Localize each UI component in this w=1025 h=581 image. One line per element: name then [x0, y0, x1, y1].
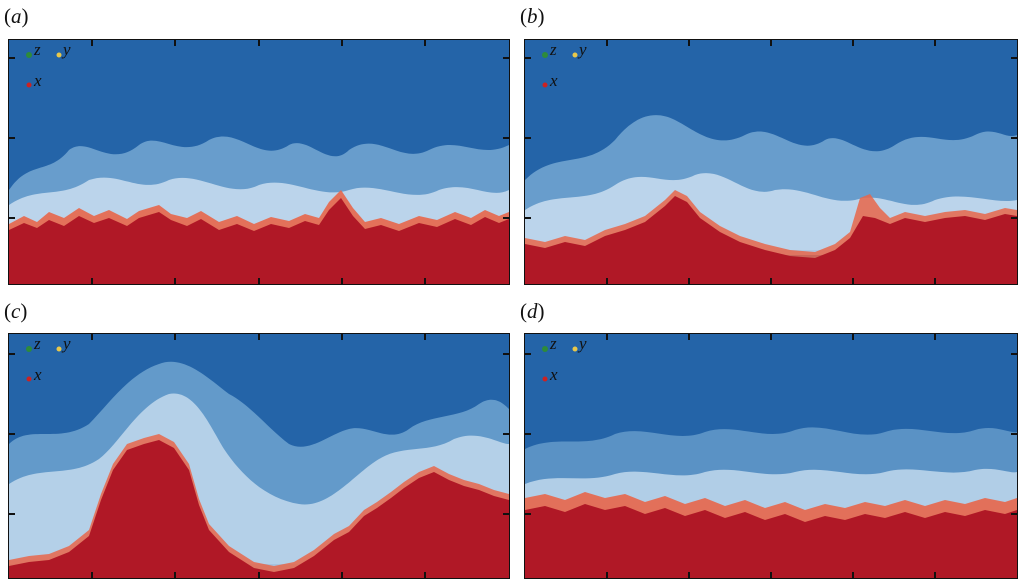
panel-label-b: (b) [520, 4, 545, 28]
panel-c-image: z y x [8, 333, 510, 579]
panel-label-a: (a) [4, 4, 29, 28]
panel-d-image: z y x [524, 333, 1018, 579]
panel-label-c: (c) [4, 299, 28, 323]
panel-label-d: (d) [520, 299, 545, 323]
panel-b-image: z y x [524, 39, 1018, 285]
panel-a-image: z y x [8, 39, 510, 285]
